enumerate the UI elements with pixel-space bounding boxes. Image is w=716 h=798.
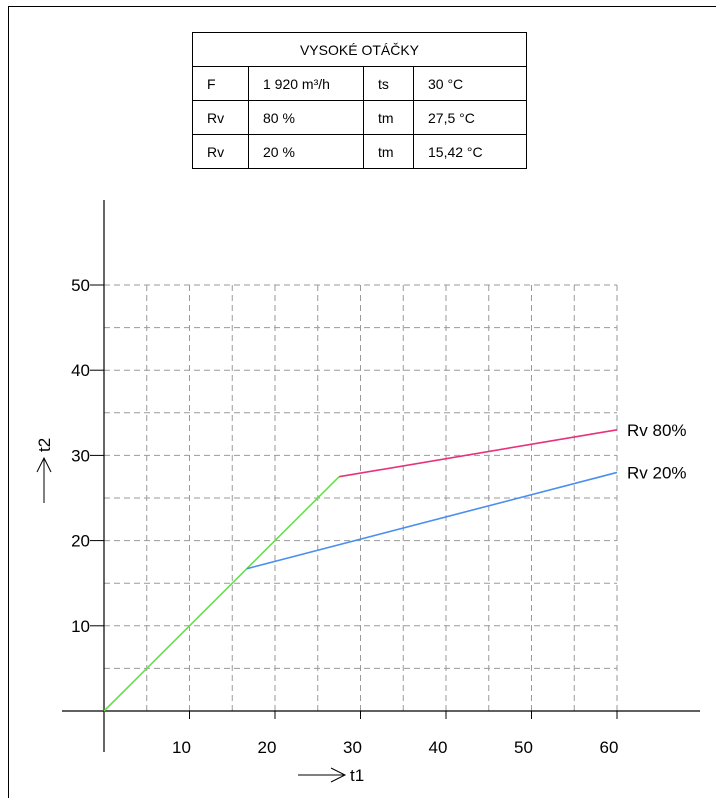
table-title: VYSOKÉ OTÁČKY <box>192 32 527 67</box>
series-label: Rv 80% <box>627 421 687 440</box>
series-line <box>338 429 618 478</box>
y-axis-label: t2 <box>35 438 54 452</box>
series-line <box>246 471 618 570</box>
table-row: Rv 20 % tm 15,42 °C <box>192 134 527 169</box>
x-tick-label: 30 <box>343 738 362 757</box>
table-cell: 20 % <box>248 134 364 169</box>
y-tick-label: 20 <box>71 532 90 551</box>
table-cell: 1 920 m³/h <box>248 66 364 101</box>
x-tick-label: 10 <box>172 738 191 757</box>
axis-titles: t1 t2 <box>35 438 364 785</box>
x-axis-label: t1 <box>350 766 364 785</box>
y-tick-label: 10 <box>71 617 90 636</box>
table-cell: 80 % <box>248 100 364 135</box>
series-line <box>103 476 340 712</box>
table-cell: tm <box>363 134 414 169</box>
x-axis-arrowhead <box>330 767 347 783</box>
x-tick-label: 20 <box>258 738 277 757</box>
series-lines <box>103 429 618 712</box>
tick-labels: 10 20 30 40 50 60 10 20 30 40 50 <box>71 276 618 757</box>
y-tick-label: 30 <box>71 446 90 465</box>
table-cell: F <box>192 66 249 101</box>
page-frame <box>8 6 716 798</box>
x-tick-label: 40 <box>429 738 448 757</box>
axes <box>62 200 700 752</box>
x-tick-label: 50 <box>514 738 533 757</box>
table-header-row: VYSOKÉ OTÁČKY <box>192 32 527 67</box>
table-cell: 15,42 °C <box>413 134 527 169</box>
y-tick-label: 50 <box>71 276 90 295</box>
x-tick-label: 60 <box>600 738 619 757</box>
y-axis-arrowhead <box>36 456 52 473</box>
table-cell: Rv <box>192 134 249 169</box>
grid <box>104 284 618 711</box>
parameters-table: VYSOKÉ OTÁČKY F 1 920 m³/h ts 30 °C Rv 8… <box>192 32 527 169</box>
y-tick-label: 40 <box>71 361 90 380</box>
series-labels: Rv 80% Rv 20% <box>627 421 687 483</box>
series-label: Rv 20% <box>627 463 687 482</box>
